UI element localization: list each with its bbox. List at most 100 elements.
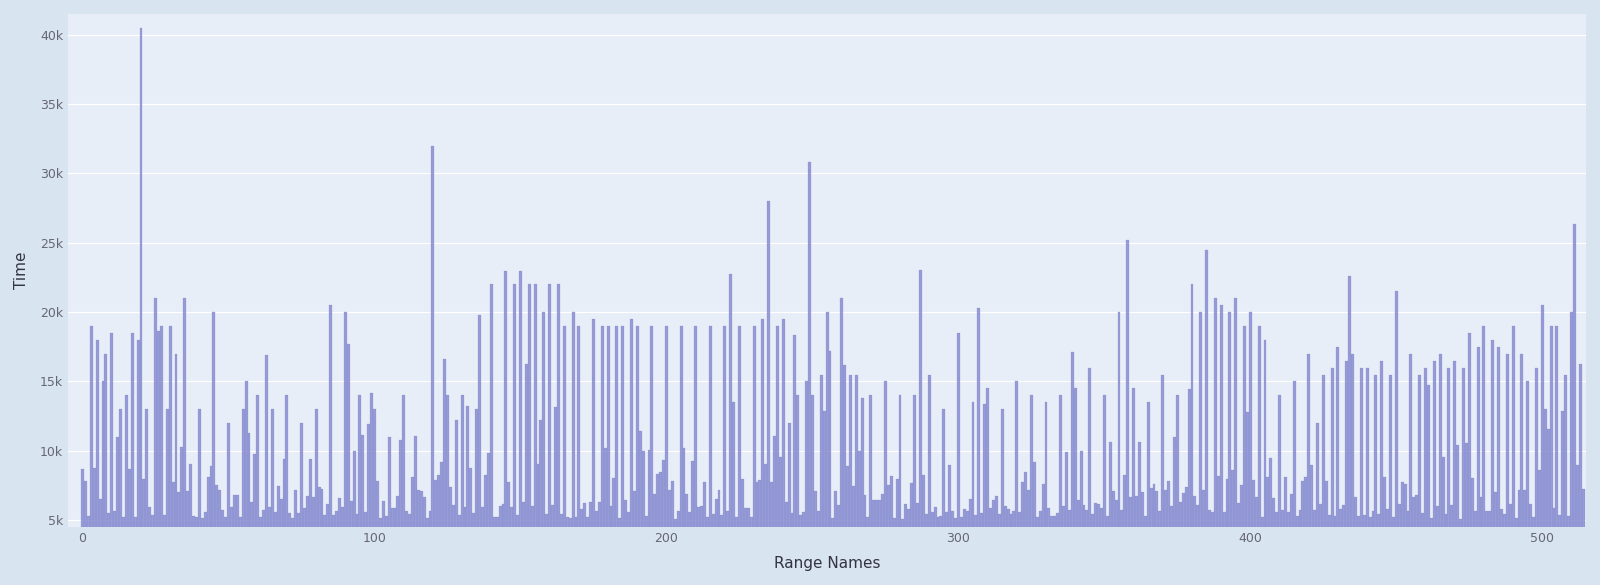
Bar [966, 511, 968, 585]
Bar [998, 514, 1000, 585]
Bar [709, 326, 712, 585]
Bar [326, 504, 330, 585]
Bar [1550, 326, 1552, 585]
Bar [1363, 515, 1366, 585]
Bar [397, 496, 400, 585]
Bar [350, 501, 352, 585]
Bar [978, 308, 981, 585]
Bar [878, 500, 882, 585]
Bar [1176, 395, 1179, 585]
Bar [1438, 354, 1442, 585]
Bar [206, 477, 210, 585]
Bar [563, 326, 566, 585]
Y-axis label: Time: Time [14, 252, 29, 289]
Bar [950, 511, 954, 585]
Bar [99, 499, 101, 585]
Bar [318, 487, 320, 585]
Bar [1442, 457, 1445, 585]
Bar [1282, 510, 1283, 585]
Bar [1552, 508, 1555, 585]
Bar [634, 491, 635, 585]
Bar [379, 518, 382, 585]
Bar [662, 460, 666, 585]
Bar [490, 284, 493, 585]
Bar [1579, 364, 1582, 585]
Bar [858, 452, 861, 585]
Bar [262, 510, 266, 585]
Bar [1555, 326, 1558, 585]
Bar [504, 270, 507, 585]
Bar [1067, 510, 1070, 585]
Bar [738, 326, 741, 585]
Bar [1030, 395, 1034, 585]
Bar [627, 512, 630, 585]
Bar [1021, 482, 1024, 585]
Bar [1293, 381, 1296, 585]
Bar [309, 459, 312, 585]
Bar [1147, 402, 1150, 585]
Bar [218, 490, 221, 585]
Bar [694, 326, 698, 585]
Bar [496, 517, 499, 585]
Bar [171, 482, 174, 585]
Bar [1275, 512, 1278, 585]
Bar [717, 490, 720, 585]
Bar [1318, 504, 1322, 585]
Bar [230, 507, 234, 585]
Bar [542, 312, 546, 585]
Bar [1435, 507, 1438, 585]
Bar [1166, 480, 1170, 585]
Bar [1350, 354, 1354, 585]
Bar [918, 270, 922, 585]
Bar [1243, 326, 1246, 585]
Bar [557, 284, 560, 585]
Bar [984, 404, 986, 585]
Bar [1413, 497, 1416, 585]
Bar [618, 518, 621, 585]
Bar [1211, 512, 1214, 585]
Bar [818, 511, 819, 585]
Bar [595, 511, 598, 585]
Bar [461, 395, 464, 585]
Bar [235, 495, 238, 585]
Bar [1208, 510, 1211, 585]
Bar [131, 333, 134, 585]
Bar [954, 518, 957, 585]
Bar [114, 511, 117, 585]
Bar [613, 478, 616, 585]
Bar [291, 518, 294, 585]
Bar [1520, 354, 1523, 585]
Bar [1130, 497, 1133, 585]
Bar [514, 284, 517, 585]
Bar [150, 515, 154, 585]
Bar [989, 508, 992, 585]
Bar [507, 481, 510, 585]
Bar [510, 507, 514, 585]
Bar [266, 355, 267, 585]
Bar [1264, 340, 1267, 585]
Bar [1205, 250, 1208, 585]
Bar [400, 440, 402, 585]
Bar [1056, 513, 1059, 585]
Bar [802, 511, 805, 585]
Bar [805, 381, 808, 585]
Bar [1179, 502, 1182, 585]
Bar [726, 511, 730, 585]
Bar [846, 466, 850, 585]
Bar [1533, 517, 1534, 585]
Bar [578, 326, 581, 585]
Bar [851, 486, 854, 585]
Bar [656, 474, 659, 585]
Bar [146, 410, 149, 585]
Bar [186, 491, 189, 585]
Bar [405, 511, 408, 585]
Bar [1170, 506, 1173, 585]
Bar [794, 335, 797, 585]
Bar [168, 326, 171, 585]
Bar [744, 508, 747, 585]
Bar [333, 515, 334, 585]
Bar [1541, 305, 1544, 585]
Bar [691, 461, 694, 585]
Bar [1045, 402, 1048, 585]
Bar [1534, 367, 1538, 585]
